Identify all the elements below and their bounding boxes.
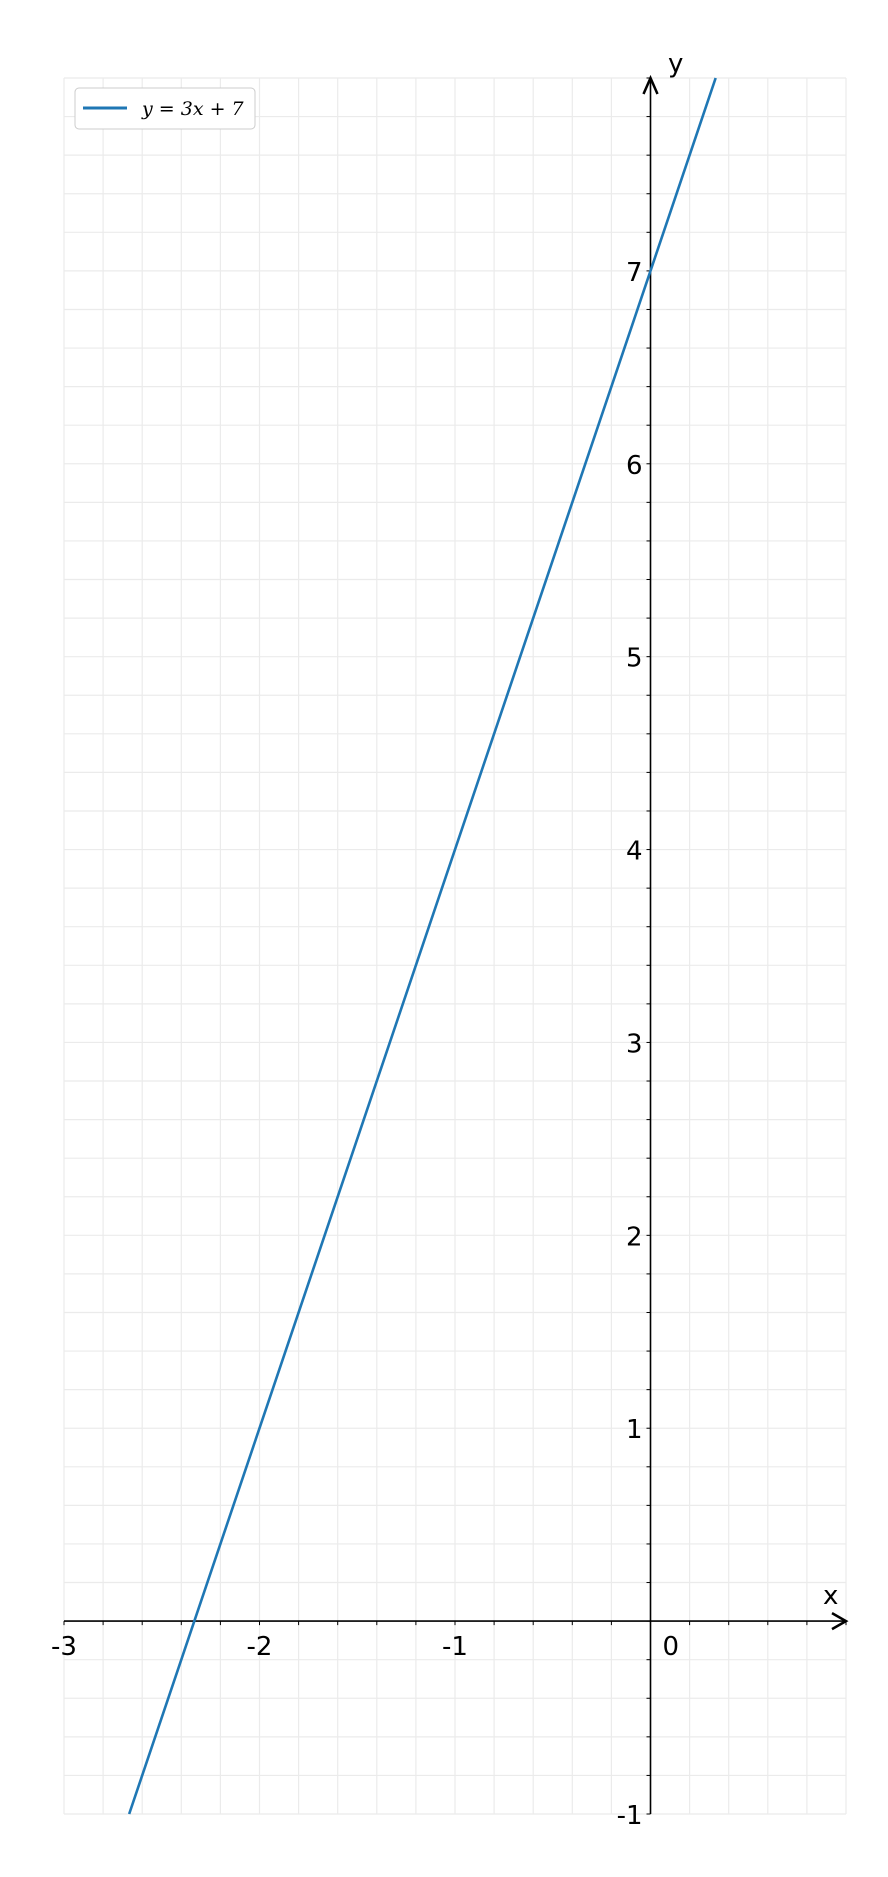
y-tick-label: 1	[626, 1415, 643, 1445]
x-tick-label: 0	[663, 1632, 680, 1662]
x-tick-label: -2	[247, 1632, 273, 1662]
tick-labels: -3 -2 -1 0 -1 1 2 3 4 5 6 7	[51, 258, 679, 1831]
y-axis-label: y	[668, 49, 683, 79]
y-axis-arrow-icon	[642, 74, 659, 95]
series-line	[127, 77, 717, 1815]
grid	[63, 77, 847, 1815]
y-tick-label: 2	[626, 1222, 643, 1252]
legend-label: y = 3x + 7	[141, 98, 245, 120]
legend-box	[74, 87, 256, 130]
y-tick-label: 3	[626, 1029, 643, 1059]
y-tick-label: 4	[626, 837, 643, 867]
series-layer	[127, 77, 717, 1815]
y-tick-label: 5	[626, 644, 643, 674]
legend: y = 3x + 7	[74, 87, 256, 130]
y-tick-label: 6	[626, 451, 643, 481]
y-tick-label: 7	[626, 258, 643, 288]
x-tick-label: -1	[442, 1632, 468, 1662]
y-tick-label: -1	[617, 1801, 643, 1831]
x-axis-arrow-icon	[831, 1612, 849, 1631]
x-axis-label: x	[823, 1581, 838, 1611]
x-tick-label: -3	[51, 1632, 77, 1662]
